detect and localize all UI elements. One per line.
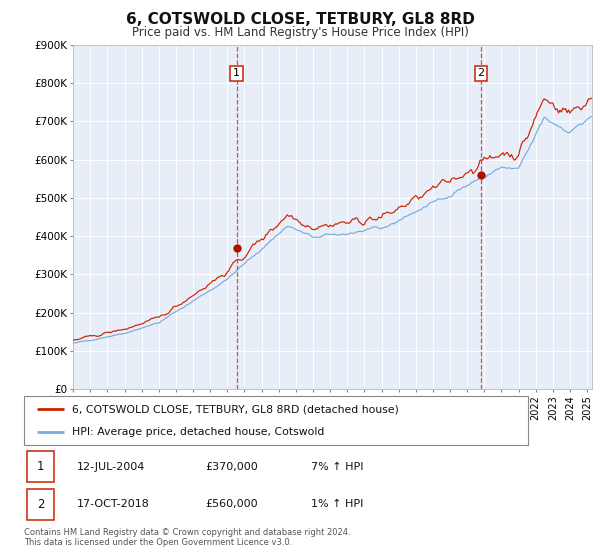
Text: 6, COTSWOLD CLOSE, TETBURY, GL8 8RD (detached house): 6, COTSWOLD CLOSE, TETBURY, GL8 8RD (det… (72, 404, 399, 414)
Text: Contains HM Land Registry data © Crown copyright and database right 2024.: Contains HM Land Registry data © Crown c… (24, 528, 350, 536)
Text: 2: 2 (37, 498, 44, 511)
Text: Price paid vs. HM Land Registry's House Price Index (HPI): Price paid vs. HM Land Registry's House … (131, 26, 469, 39)
Text: 7% ↑ HPI: 7% ↑ HPI (311, 461, 364, 472)
Text: This data is licensed under the Open Government Licence v3.0.: This data is licensed under the Open Gov… (24, 538, 292, 547)
Text: 6, COTSWOLD CLOSE, TETBURY, GL8 8RD: 6, COTSWOLD CLOSE, TETBURY, GL8 8RD (125, 12, 475, 27)
FancyBboxPatch shape (26, 489, 54, 520)
Text: £370,000: £370,000 (205, 461, 258, 472)
Text: 1: 1 (233, 68, 240, 78)
Text: £560,000: £560,000 (205, 500, 258, 510)
Text: 1% ↑ HPI: 1% ↑ HPI (311, 500, 364, 510)
Text: 2: 2 (478, 68, 484, 78)
FancyBboxPatch shape (26, 451, 54, 482)
Text: HPI: Average price, detached house, Cotswold: HPI: Average price, detached house, Cots… (72, 427, 324, 437)
Text: 12-JUL-2004: 12-JUL-2004 (77, 461, 145, 472)
Text: 1: 1 (37, 460, 44, 473)
Text: 17-OCT-2018: 17-OCT-2018 (77, 500, 150, 510)
